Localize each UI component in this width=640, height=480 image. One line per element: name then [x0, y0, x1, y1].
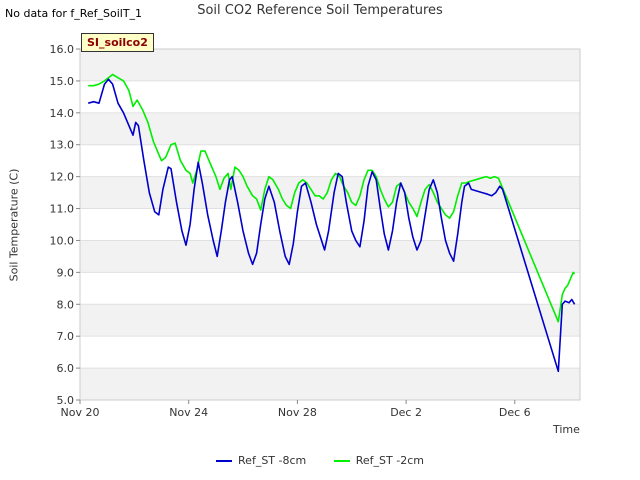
- x-axis-label: Time: [553, 423, 580, 436]
- grid-band: [80, 112, 580, 145]
- legend-swatch-series-1: [216, 460, 233, 462]
- legend-label-series-1: Ref_ST -8cm: [238, 454, 307, 467]
- legend-label-series-2: Ref_ST -2cm: [355, 454, 424, 467]
- y-tick-label: 8.0: [57, 298, 75, 311]
- series-line-ref-st-8cm: [87, 78, 576, 373]
- x-axis: Nov 20 Nov 24 Nov 28 Dec 2 Dec 6: [61, 400, 531, 419]
- x-tick-label: Dec 2: [390, 406, 422, 419]
- legend-item-series-1[interactable]: Ref_ST -8cm: [216, 454, 306, 467]
- grid-band: [80, 272, 580, 305]
- legend: Ref_ST -8cm Ref_ST -2cm: [0, 454, 640, 467]
- y-axis-label: Soil Temperature (C): [7, 168, 21, 282]
- chart-title: Soil CO2 Reference Soil Temperatures: [197, 3, 443, 18]
- plot-background-bands: [80, 49, 580, 400]
- grid-band: [80, 144, 580, 177]
- y-tick-label: 15.0: [50, 75, 75, 88]
- y-tick-label: 7.0: [57, 330, 75, 343]
- grid-band: [80, 240, 580, 273]
- x-tick-label: Dec 6: [499, 406, 531, 419]
- plot-area: [79, 48, 581, 401]
- grid-band: [80, 336, 580, 369]
- y-tick-label: 6.0: [57, 362, 75, 375]
- y-tick-label: 16.0: [50, 43, 75, 56]
- series-lines: [87, 73, 576, 373]
- y-tick-label: 9.0: [57, 266, 75, 279]
- no-data-note: No data for f_Ref_SoilT_1: [5, 7, 143, 20]
- y-tick-label: 5.0: [57, 394, 75, 407]
- grid-band: [80, 368, 580, 400]
- legend-item-series-2[interactable]: Ref_ST -2cm: [333, 454, 424, 467]
- grid-band: [80, 304, 580, 337]
- x-tick-label: Nov 28: [278, 406, 317, 419]
- legend-swatch-series-2: [333, 460, 350, 462]
- grid-band: [80, 80, 580, 113]
- y-tick-label: 11.0: [50, 203, 75, 216]
- y-tick-label: 13.0: [50, 139, 75, 152]
- site-tag: SI_soilco2: [81, 33, 154, 52]
- y-axis: 5.0 6.0 7.0 8.0 9.0 10.0 11.0 12.0 13.0 14.0 15.0 1…: [50, 43, 80, 407]
- y-tick-label: 12.0: [50, 171, 75, 184]
- grid-band: [80, 49, 580, 81]
- y-tick-label: 10.0: [50, 234, 75, 247]
- series-line-ref-st-2cm: [88, 73, 576, 323]
- x-tick-label: Nov 20: [61, 406, 100, 419]
- y-tick-label: 14.0: [50, 107, 75, 120]
- x-tick-label: Nov 24: [169, 406, 208, 419]
